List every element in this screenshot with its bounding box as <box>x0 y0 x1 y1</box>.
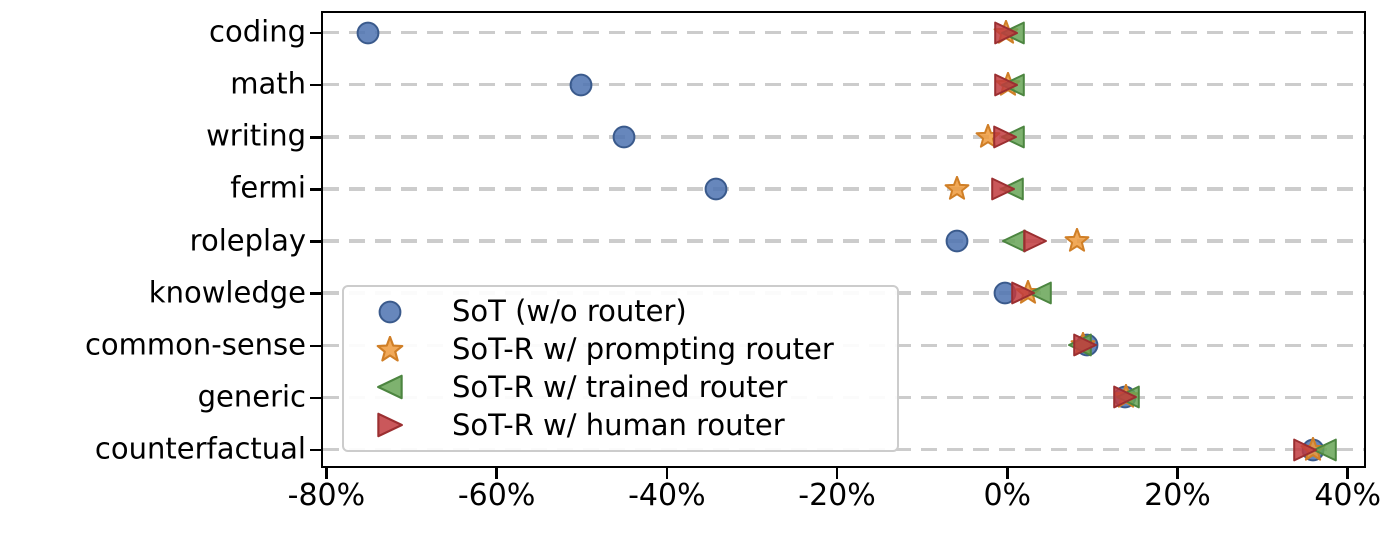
y-axis-tick <box>310 344 321 347</box>
data-point-circle <box>355 20 381 46</box>
y-axis-tick <box>310 188 321 191</box>
x-axis-tick <box>495 467 498 479</box>
triangle-right-icon <box>374 411 406 439</box>
legend: SoT (w/o router) SoT-R w/ prompting route… <box>342 285 899 452</box>
y-category-label: writing <box>206 118 306 153</box>
x-tick-label: 20% <box>1144 478 1211 513</box>
legend-label: SoT (w/o router) <box>452 294 687 329</box>
data-point-triangle-right <box>1010 280 1036 306</box>
star-icon <box>374 335 406 364</box>
legend-item: SoT-R w/ prompting router <box>374 333 897 367</box>
x-tick-label: 0% <box>983 478 1032 513</box>
y-category-label: math <box>230 66 306 101</box>
y-category-label: fermi <box>230 170 306 205</box>
y-axis-tick <box>310 83 321 87</box>
y-axis-tick <box>310 136 321 139</box>
y-axis-tick <box>310 396 321 400</box>
data-point-circle <box>611 124 637 150</box>
data-point-triangle-right <box>1292 437 1318 463</box>
legend-item: SoT-R w/ human router <box>374 408 897 442</box>
gridline <box>322 30 1364 35</box>
data-point-triangle-right <box>990 176 1016 202</box>
y-category-label: common-sense <box>84 327 306 362</box>
y-axis-tick <box>310 31 321 35</box>
x-axis-tick <box>665 467 669 479</box>
data-point-triangle-left <box>1027 280 1053 306</box>
circle-icon <box>374 299 406 325</box>
data-point-star <box>1064 227 1090 254</box>
data-point-triangle-right <box>1112 384 1138 410</box>
data-point-circle <box>703 176 729 202</box>
y-axis-tick <box>310 292 321 295</box>
legend-item: SoT (w/o router) <box>374 295 897 329</box>
data-point-circle <box>568 72 594 98</box>
x-axis-tick <box>325 467 328 479</box>
x-tick-label: -20% <box>798 478 876 513</box>
y-category-label: knowledge <box>148 274 306 309</box>
x-axis-tick <box>1176 467 1179 479</box>
x-tick-label: 40% <box>1314 478 1382 513</box>
x-tick-label: -60% <box>457 478 536 513</box>
data-point-triangle-right <box>993 72 1019 98</box>
y-axis-tick <box>310 240 321 243</box>
y-axis-tick <box>310 448 321 452</box>
data-point-triangle-left <box>1312 437 1338 463</box>
gridline <box>322 239 1364 243</box>
gridline <box>322 187 1364 191</box>
y-category-label: roleplay <box>189 222 306 257</box>
y-category-label: counterfactual <box>94 431 306 466</box>
data-point-triangle-right <box>992 124 1018 150</box>
y-category-label: coding <box>209 14 306 49</box>
gridline <box>322 135 1364 139</box>
legend-label: SoT-R w/ trained router <box>452 369 788 404</box>
legend-item: SoT-R w/ trained router <box>374 370 897 404</box>
legend-label: SoT-R w/ prompting router <box>452 332 834 367</box>
x-axis-tick <box>1006 467 1009 479</box>
gridline <box>322 82 1364 87</box>
y-category-label: generic <box>197 379 306 414</box>
data-point-triangle-right <box>1072 332 1098 358</box>
x-axis-tick <box>835 467 839 479</box>
data-point-star <box>944 175 970 202</box>
x-tick-label: -40% <box>628 478 706 513</box>
data-point-triangle-right <box>1022 228 1048 254</box>
legend-label: SoT-R w/ human router <box>452 407 785 442</box>
x-axis-tick <box>1346 467 1349 479</box>
x-tick-label: -80% <box>287 478 366 513</box>
data-point-triangle-right <box>993 20 1019 46</box>
data-point-circle <box>944 228 970 254</box>
triangle-left-icon <box>374 373 406 401</box>
